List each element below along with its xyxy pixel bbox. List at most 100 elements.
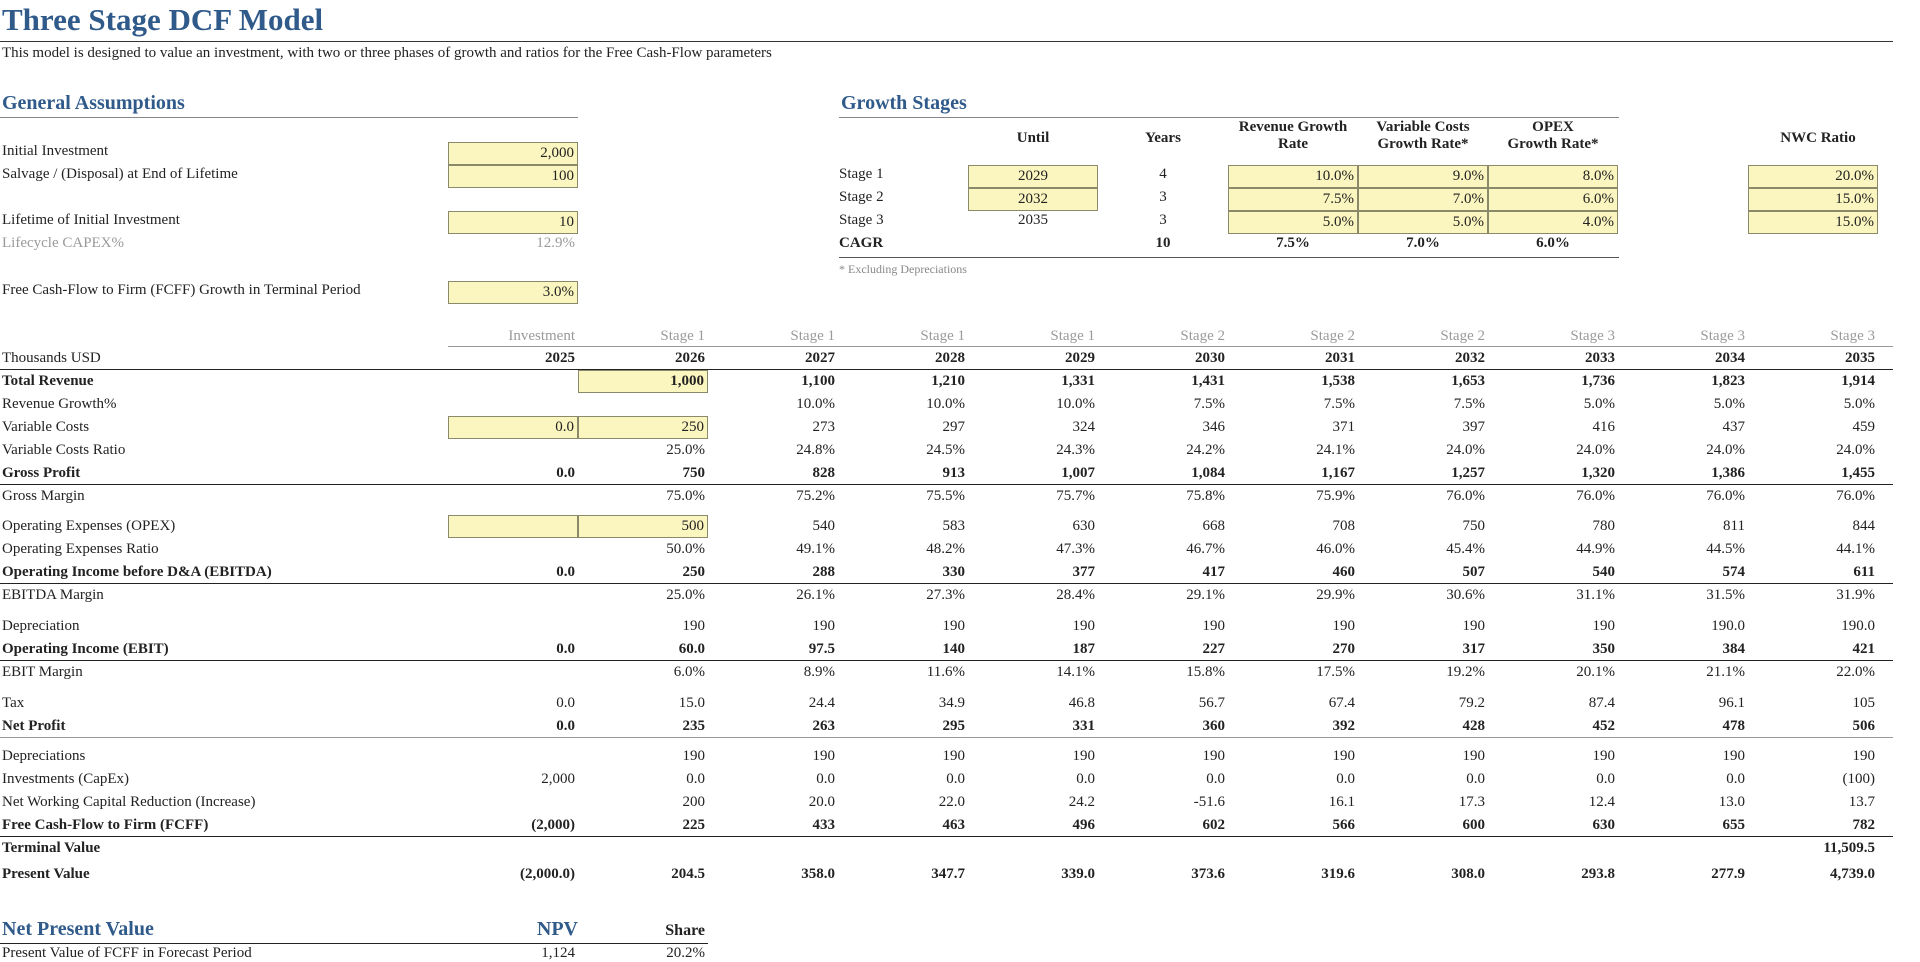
stage-3-label: Stage 3 (839, 212, 884, 228)
table-cell: 87.4 (1588, 695, 1615, 711)
table-cell: 190 (1722, 748, 1746, 764)
table-cell: 0.0 (556, 641, 575, 657)
salvage-input[interactable]: 100 (448, 165, 578, 188)
table-cell: 26.1% (796, 587, 835, 603)
table-cell: 331 (1072, 718, 1096, 734)
table-cell: 235 (682, 718, 706, 734)
table-cell: 1,653 (1451, 373, 1485, 389)
stage-header-cell: Stage 2 (1440, 328, 1485, 344)
table-cell: 190.0 (1841, 618, 1875, 634)
table-cell: 225 (682, 817, 706, 833)
table-cell: 140 (942, 641, 966, 657)
table-cell: 250 (682, 564, 706, 580)
row-label: Terminal Value (2, 840, 101, 856)
initial-investment-input[interactable]: 2,000 (448, 142, 578, 165)
table-cell: 60.0 (678, 641, 705, 657)
stage-3-nwc-input[interactable]: 15.0% (1748, 211, 1878, 234)
table-cell: 0.0 (1336, 771, 1355, 787)
table-cell: 507 (1462, 564, 1486, 580)
row-label: Variable Costs Ratio (2, 442, 126, 458)
table-cell: 421 (1852, 641, 1876, 657)
initial-investment-label: Initial Investment (2, 143, 109, 159)
table-input-cell[interactable]: 500 (578, 515, 708, 538)
table-cell: 16.1 (1328, 794, 1355, 810)
table-row: Depreciations 190 190 190 190 190 190 190 190 190… (0, 745, 1893, 768)
table-cell: 5.0% (1583, 396, 1615, 412)
table-cell: 47.3% (1056, 541, 1095, 557)
row-label: Operating Expenses Ratio (2, 541, 159, 557)
table-cell: 46.0% (1316, 541, 1355, 557)
stage-2-until-input[interactable]: 2032 (968, 188, 1098, 211)
table-cell: 828 (812, 465, 836, 481)
table-row: Operating Expenses (OPEX) 500 540 583 630 668… (0, 515, 1893, 538)
year-header-cell: 2027 (805, 350, 835, 366)
year-header-cell: 2035 (1845, 350, 1875, 366)
table-cell: 56.7 (1198, 695, 1225, 711)
table-cell: 75.2% (796, 488, 835, 504)
table-cell: 20.1% (1576, 664, 1615, 680)
table-cell: 377 (1072, 564, 1096, 580)
table-cell: 5.0% (1713, 396, 1745, 412)
table-cell: 75.7% (1056, 488, 1095, 504)
table-cell: 630 (1072, 518, 1096, 534)
lifetime-input[interactable]: 10 (448, 211, 578, 234)
row-label: Depreciations (2, 748, 86, 764)
stage-2-revenue-input[interactable]: 7.5% (1228, 188, 1358, 211)
table-cell: 295 (942, 718, 966, 734)
stage-2-nwc-input[interactable]: 15.0% (1748, 188, 1878, 211)
stage-header-row: Investment Stage 1 Stage 1 Stage 1 Stage 1 St… (0, 325, 1893, 348)
stage-header-cell: Stage 3 (1700, 328, 1745, 344)
row-label: Depreciation (2, 618, 80, 634)
stage-header-cell: Stage 1 (660, 328, 705, 344)
stage-header-cell: Investment (508, 328, 575, 344)
table-cell: 1,386 (1711, 465, 1745, 481)
table-cell: 630 (1592, 817, 1616, 833)
npv-pv-share: 20.2% (666, 945, 705, 961)
table-cell: 96.1 (1718, 695, 1745, 711)
table-row: Present Value (2,000.0) 204.5 358.0 347.7 339… (0, 863, 1893, 886)
fcff-growth-input[interactable]: 3.0% (448, 281, 578, 304)
year-header-cell: 2031 (1325, 350, 1355, 366)
stage-2-opex-input[interactable]: 6.0% (1488, 188, 1618, 211)
table-cell: 28.4% (1056, 587, 1095, 603)
table-cell: 708 (1332, 518, 1356, 534)
table-input-cell[interactable]: 250 (578, 416, 708, 439)
table-cell: 1,257 (1451, 465, 1485, 481)
table-input-cell[interactable]: 0.0 (448, 416, 578, 439)
stage-3-opex-input[interactable]: 4.0% (1488, 211, 1618, 234)
salvage-label: Salvage / (Disposal) at End of Lifetime (2, 166, 238, 182)
table-input-cell[interactable]: 1,000 (578, 370, 708, 393)
table-cell: 75.0% (666, 488, 705, 504)
table-cell: 540 (812, 518, 836, 534)
stage-1-revenue-input[interactable]: 10.0% (1228, 165, 1358, 188)
stage-1-opex-input[interactable]: 8.0% (1488, 165, 1618, 188)
stage-1-until-input[interactable]: 2029 (968, 165, 1098, 188)
table-cell: 24.3% (1056, 442, 1095, 458)
stage-1-nwc-input[interactable]: 20.0% (1748, 165, 1878, 188)
table-cell: 273 (812, 419, 836, 435)
title-divider (0, 41, 1893, 42)
table-cell: 1,331 (1061, 373, 1095, 389)
table-cell: 22.0 (938, 794, 965, 810)
table-row: Variable Costs Ratio 25.0% 24.8% 24.5% 24.3%… (0, 439, 1893, 462)
table-row: Net Working Capital Reduction (Increase)… (0, 791, 1893, 814)
row-label: Gross Margin (2, 488, 85, 504)
stage-1-variable-input[interactable]: 9.0% (1358, 165, 1488, 188)
table-cell: 12.4 (1588, 794, 1615, 810)
table-cell: 190 (682, 748, 706, 764)
stage-3-revenue-input[interactable]: 5.0% (1228, 211, 1358, 234)
general-assumptions-divider (0, 117, 578, 118)
table-cell: 750 (682, 465, 706, 481)
stage-3-variable-input[interactable]: 5.0% (1358, 211, 1488, 234)
table-input-cell[interactable] (448, 515, 578, 538)
stage-2-variable-input[interactable]: 7.0% (1358, 188, 1488, 211)
table-cell: 346 (1202, 419, 1226, 435)
table-cell: 319.6 (1321, 866, 1355, 882)
table-cell: 44.5% (1706, 541, 1745, 557)
nwc-ratio-header: NWC Ratio (1780, 130, 1856, 146)
table-cell: 24.0% (1576, 442, 1615, 458)
table-cell: 10.0% (1056, 396, 1095, 412)
growth-footnote: * Excluding Depreciations (839, 262, 967, 276)
table-cell: 190 (1072, 618, 1096, 634)
stage-header-cell: Stage 1 (1050, 328, 1095, 344)
